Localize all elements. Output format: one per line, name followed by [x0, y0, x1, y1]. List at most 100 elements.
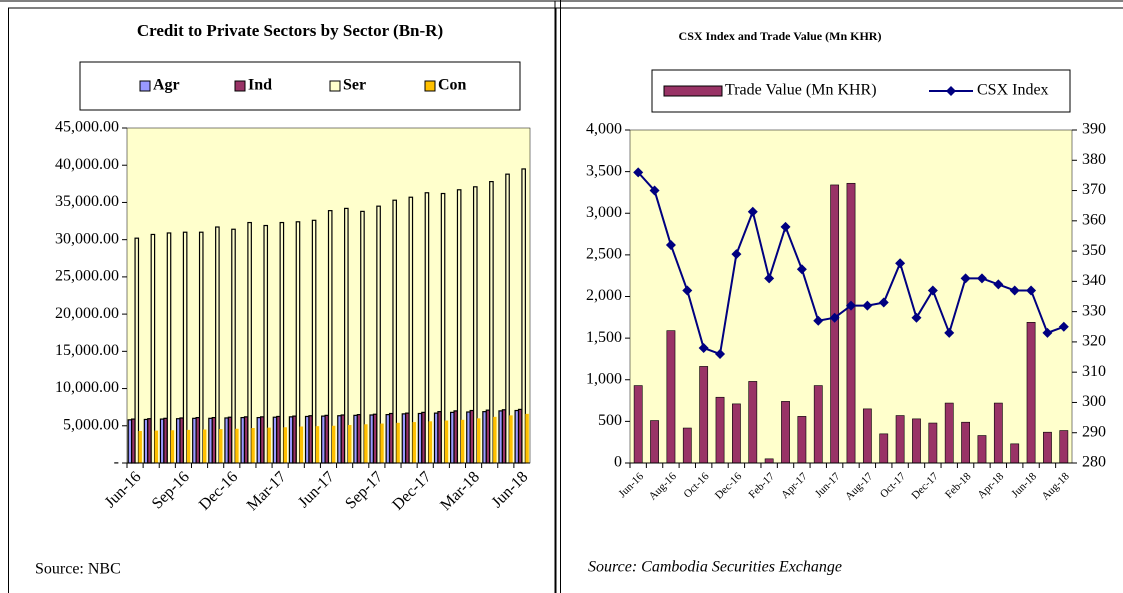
bar	[1026, 322, 1036, 464]
legend-label: Agr	[153, 77, 180, 94]
bar	[299, 426, 304, 463]
legend-swatch	[424, 80, 436, 92]
bar	[1043, 431, 1052, 464]
bar	[699, 366, 709, 464]
y2-tick-label: 290	[1082, 423, 1106, 440]
legend-swatch	[663, 85, 723, 97]
bar	[460, 419, 465, 463]
marker	[764, 273, 775, 284]
y2-tick-label: 330	[1082, 302, 1106, 319]
marker	[747, 206, 758, 217]
bar	[251, 428, 255, 463]
bar	[456, 189, 462, 464]
marker	[715, 349, 726, 360]
marker	[927, 285, 938, 296]
marker	[649, 185, 660, 196]
bar	[331, 425, 336, 463]
y-tick-label: 35,000.00	[55, 193, 119, 210]
x-tick-label: Apr-18	[975, 470, 1006, 501]
y2-tick-label: 350	[1082, 242, 1106, 259]
x-tick-label: Mar-18	[437, 468, 483, 514]
bar	[170, 430, 175, 463]
y-tick-label: 2,500	[586, 246, 622, 263]
x-tick-label: Jun-16	[616, 470, 646, 500]
legend-box	[79, 61, 521, 111]
bar	[360, 210, 365, 464]
legend-swatch	[234, 80, 246, 92]
bar	[650, 420, 659, 464]
legend-swatch	[139, 80, 151, 92]
bar	[715, 396, 725, 464]
marker	[1026, 285, 1037, 296]
bar	[327, 210, 333, 464]
marker	[878, 297, 889, 308]
marker	[895, 258, 906, 269]
marker	[780, 221, 791, 232]
y2-tick-label: 280	[1082, 454, 1106, 471]
bar	[392, 199, 398, 464]
bar	[315, 426, 320, 463]
source: Source: NBC	[35, 561, 121, 578]
bar	[961, 421, 970, 464]
bar	[813, 385, 823, 464]
x-tick-label: Oct-16	[681, 470, 711, 500]
legend-swatch	[946, 86, 956, 96]
y2-tick-label: 320	[1082, 333, 1106, 350]
bar	[509, 415, 513, 463]
bar	[477, 418, 481, 463]
bar	[408, 196, 414, 464]
y-tick-label: 0	[614, 454, 622, 471]
bar	[279, 221, 285, 464]
y-tick-label: 40,000.00	[55, 156, 119, 173]
x-tick-label: Dec-16	[713, 470, 745, 502]
y-tick-label: 30,000.00	[55, 230, 119, 247]
bar	[1010, 443, 1020, 464]
bar	[215, 226, 220, 464]
bar	[295, 221, 301, 464]
bar	[134, 237, 140, 464]
y2-tick-label: 360	[1082, 211, 1106, 228]
y-tick-label: 25,000.00	[55, 268, 119, 285]
bar	[895, 415, 905, 464]
x-tick-label: Aug-18	[1039, 470, 1072, 503]
bar	[364, 424, 368, 463]
marker	[829, 312, 840, 323]
x-tick-label: Jun-17	[295, 468, 338, 511]
bar	[944, 402, 954, 464]
bar	[138, 430, 142, 463]
marker	[698, 342, 709, 353]
bar	[263, 224, 269, 464]
bar	[247, 221, 252, 464]
marker	[862, 300, 873, 311]
legend-label: CSX Index	[977, 82, 1049, 99]
y-tick-label: 1,000	[586, 370, 622, 387]
y-tick-label: 10,000.00	[55, 379, 119, 396]
bar	[182, 231, 188, 464]
y-tick-label: 20,000.00	[55, 305, 119, 322]
bar	[525, 413, 529, 463]
bar	[311, 219, 317, 464]
y2-tick-label: 380	[1082, 151, 1106, 168]
bar	[428, 421, 433, 463]
bar	[781, 401, 790, 464]
bar	[682, 427, 692, 464]
bar	[472, 186, 478, 464]
legend-label: Ser	[343, 77, 366, 94]
marker	[633, 167, 644, 178]
x-tick-label: Feb-18	[943, 470, 974, 501]
bar	[748, 381, 758, 464]
x-tick-label: Feb-17	[747, 470, 778, 501]
legend-swatch	[329, 80, 341, 92]
x-tick-label: Mar-17	[244, 468, 290, 514]
bar	[235, 428, 239, 463]
y-tick-label: 1,500	[586, 329, 622, 346]
bar	[489, 181, 494, 464]
bar	[219, 429, 223, 463]
marker	[976, 273, 987, 284]
x-tick-label: Jun-17	[813, 470, 843, 500]
marker	[846, 300, 856, 311]
bar	[396, 422, 400, 463]
marker	[813, 315, 824, 326]
x-tick-label: Apr-17	[779, 470, 810, 501]
